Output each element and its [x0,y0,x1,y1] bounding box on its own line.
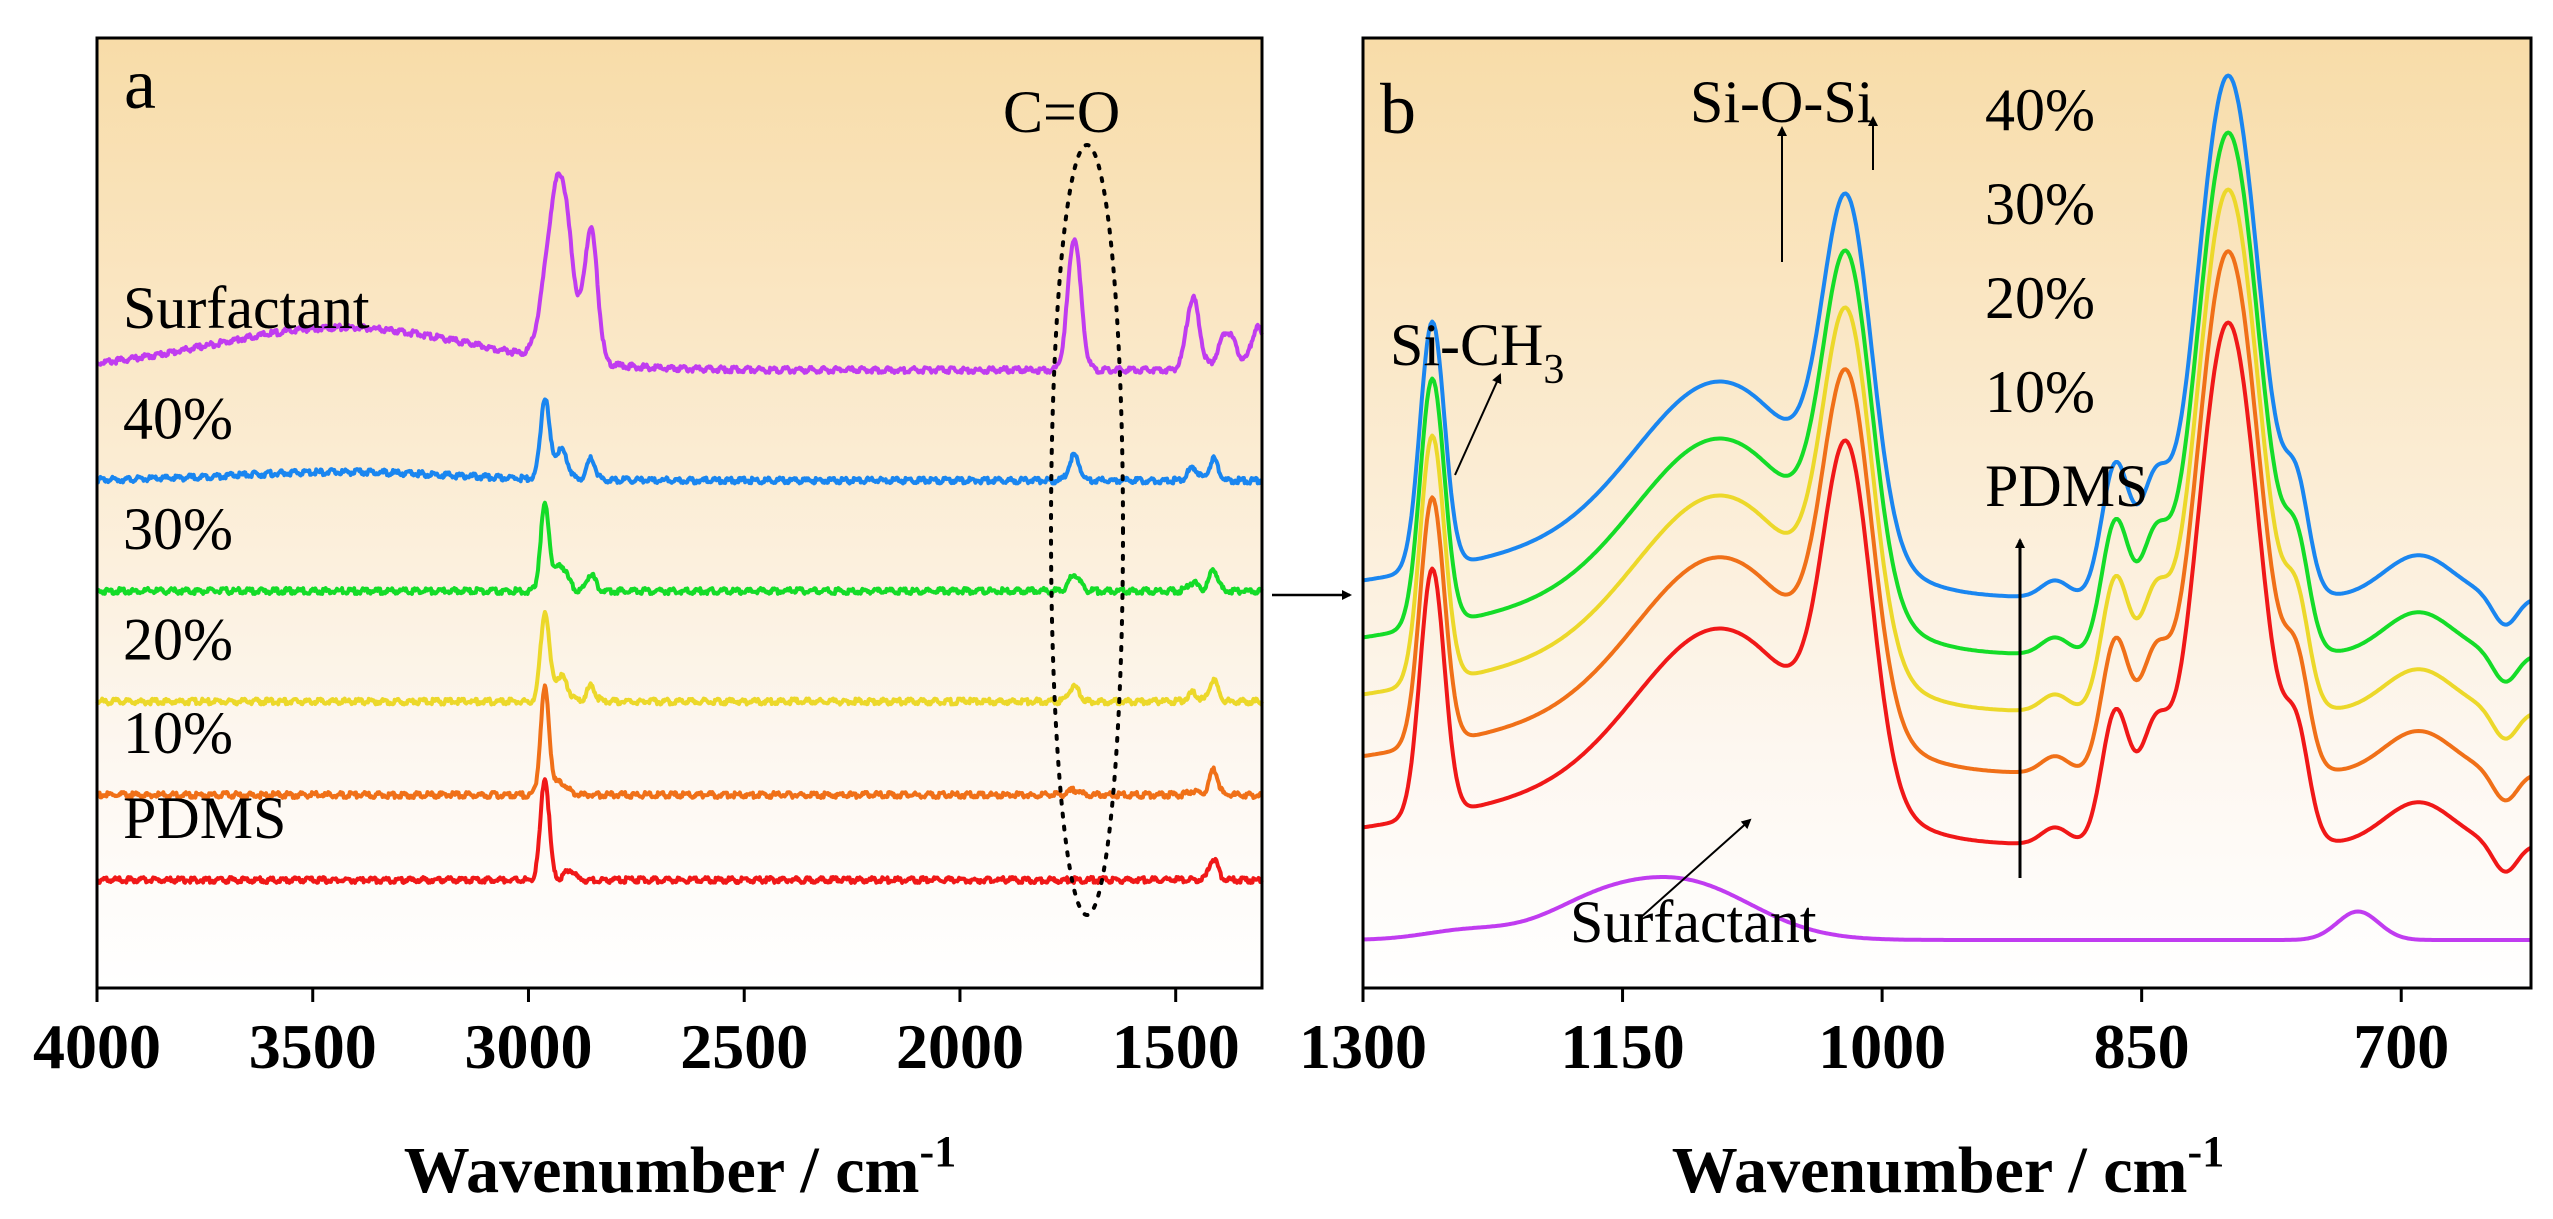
panel-b-x-axis-title: Wavenumber / cm-1 [1672,1127,2224,1207]
panel-b-line-10pct [1362,249,2533,803]
panel-b-background [1363,38,2531,988]
surfactant-arrow [1639,818,1752,919]
panel-a-label-surfactant: Surfactant [123,275,370,341]
panel-a-tick-label: 4000 [33,1011,161,1082]
si-o-si-label: Si-O-Si [1690,69,1873,135]
panel-a-label-20pct: 20% [123,607,233,673]
panel-a-label-30pct: 30% [123,496,233,562]
panel-b-label-40pct: 40% [1985,77,2095,143]
panel-a-frame [95,36,1264,990]
panel-b-frame [1361,36,2533,990]
panel-a-letter: a [124,44,156,124]
panel-b-label-20pct: 20% [1985,265,2095,331]
panel-b-line-pdms [1362,320,2532,874]
panel-a-line-30pct [95,500,1264,596]
panel-a-line-10pct [95,683,1264,800]
panel-b-label-10pct: 10% [1985,359,2095,425]
panel-b: b Si-CH3 Si-O-Si Surfactant 40% 30% 20% 10%… [1299,36,2533,1207]
panel-b-line-surfactant [1362,875,2532,942]
si-ch3-arrow [1454,373,1502,476]
panel-a-line-40pct [95,397,1264,486]
panel-a: a C=O Surfactant 40% 30% 20% 10% PDMS 4000 350… [33,36,1264,1207]
panel-a-tick-label: 2500 [680,1011,808,1082]
panel-a-label-pdms: PDMS [123,785,286,851]
panel-a-line-surfactant [95,171,1264,375]
panel-b-tick-label: 1300 [1299,1011,1427,1082]
panel-a-x-ticks: 4000 3500 3000 2500 2000 1500 [33,988,1240,1082]
panel-a-tick-label: 2000 [896,1011,1024,1082]
panel-a-x-axis-title: Wavenumber / cm-1 [404,1127,956,1207]
panel-b-series [1362,73,2533,942]
panel-b-label-pdms: PDMS [1985,453,2148,519]
panel-a-background [97,38,1262,988]
panel-a-line-20pct [95,610,1264,707]
panel-b-concentration-labels: 40% 30% 20% 10% PDMS [1985,77,2148,519]
carbonyl-ellipse [1049,143,1125,917]
panel-b-label-30pct: 30% [1985,171,2095,237]
panel-a-line-pdms [95,777,1264,885]
panel-b-surfactant-label: Surfactant [1570,889,1817,955]
panel-b-letter: b [1380,69,1416,149]
panel-b-tick-label: 850 [2094,1011,2190,1082]
panel-a-tick-label: 3000 [464,1011,592,1082]
panel-b-tick-label: 700 [2353,1011,2449,1082]
panel-b-line-30pct [1362,130,2532,684]
panel-a-tick-label: 3500 [249,1011,377,1082]
panel-b-line-20pct [1362,187,2532,741]
panel-a-series [95,171,1264,885]
panel-b-tick-label: 1000 [1818,1011,1946,1082]
panel-b-tick-label: 1150 [1560,1011,1684,1082]
panel-a-tick-label: 1500 [1112,1011,1240,1082]
panel-a-label-40pct: 40% [123,386,233,452]
si-ch3-label: Si-CH3 [1390,312,1564,393]
panel-a-series-labels: Surfactant 40% 30% 20% 10% PDMS [123,275,370,851]
panel-b-line-40pct [1362,73,2532,627]
panel-b-x-ticks: 1300 1150 1000 850 700 [1299,988,2449,1082]
panel-a-label-10pct: 10% [123,700,233,766]
carbonyl-label: C=O [1003,79,1120,145]
